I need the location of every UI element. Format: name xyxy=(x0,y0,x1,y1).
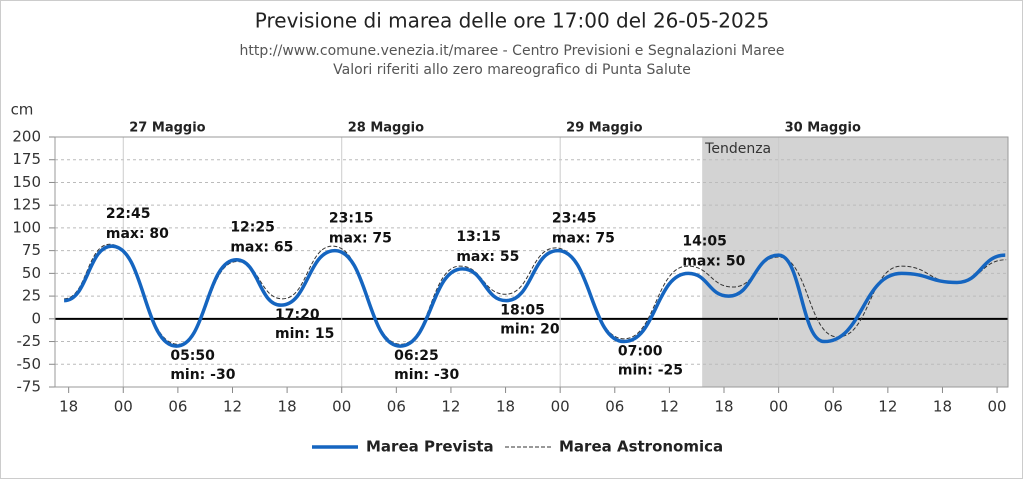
annotation-time: 22:45 xyxy=(106,206,151,222)
annotation-time: 07:00 xyxy=(618,344,663,360)
y-tick-label: -75 xyxy=(17,378,42,396)
forecast-line xyxy=(63,244,1006,348)
y-tick-label: 200 xyxy=(12,128,41,146)
x-tick-label: 06 xyxy=(168,398,187,416)
y-axis-label: cm xyxy=(11,101,34,119)
x-tick-label: 00 xyxy=(769,398,788,416)
x-tick-label: 00 xyxy=(988,398,1007,416)
x-tick-label: 12 xyxy=(441,398,460,416)
y-tick-label: -25 xyxy=(17,332,42,350)
annotation-time: 13:15 xyxy=(456,229,501,245)
date-label: 30 Maggio xyxy=(785,121,861,136)
annotation-time: 23:15 xyxy=(329,211,374,227)
x-tick-label: 00 xyxy=(551,398,570,416)
annotation-value: max: 55 xyxy=(456,249,519,265)
annotation-value: min: -25 xyxy=(618,363,683,379)
x-tick-label: 12 xyxy=(878,398,897,416)
y-tick-label: 25 xyxy=(22,287,41,305)
y-tick-label: 75 xyxy=(22,241,41,259)
plot-border xyxy=(54,136,1009,388)
annotation-time: 05:50 xyxy=(170,348,215,364)
annotation-time: 18:05 xyxy=(500,303,545,319)
x-tick-label: 06 xyxy=(824,398,843,416)
annotation-value: max: 75 xyxy=(329,231,392,247)
tendency-label: Tendenza xyxy=(704,141,771,157)
x-tick-label: 18 xyxy=(278,398,297,416)
y-tick-label: -50 xyxy=(17,355,42,373)
annotation-time: 17:20 xyxy=(275,307,320,323)
subtitle: http://www.comune.venezia.it/maree - Cen… xyxy=(239,43,784,59)
annotation-time: 06:25 xyxy=(394,348,439,364)
x-tick-label: 18 xyxy=(496,398,515,416)
annotation-value: min: -30 xyxy=(170,367,235,383)
date-label: 28 Maggio xyxy=(348,121,424,136)
date-label: 27 Maggio xyxy=(129,121,205,136)
annotation-value: max: 65 xyxy=(230,240,293,256)
annotation-time: 12:25 xyxy=(230,220,275,236)
x-tick-label: 18 xyxy=(933,398,952,416)
y-tick-label: 125 xyxy=(12,196,41,214)
chart-title: Previsione di marea delle ore 17:00 del … xyxy=(255,9,769,33)
y-tick-label: 50 xyxy=(22,264,41,282)
annotation-value: max: 80 xyxy=(106,226,169,242)
annotation-value: max: 50 xyxy=(682,253,745,269)
annotation-value: max: 75 xyxy=(552,231,615,247)
y-tick-label: 0 xyxy=(31,309,41,327)
date-label: 29 Maggio xyxy=(566,121,642,136)
y-tick-label: 150 xyxy=(12,173,41,191)
x-tick-label: 06 xyxy=(387,398,406,416)
x-tick-label: 12 xyxy=(660,398,679,416)
legend-label: Marea Astronomica xyxy=(559,438,723,456)
x-tick-label: 12 xyxy=(223,398,242,416)
x-tick-label: 00 xyxy=(332,398,351,416)
annotation-value: min: -30 xyxy=(394,367,459,383)
x-tick-label: 18 xyxy=(59,398,78,416)
x-tick-label: 00 xyxy=(114,398,133,416)
legend-label: Marea Prevista xyxy=(366,438,494,456)
tendency-region xyxy=(702,137,1008,387)
y-tick-label: 100 xyxy=(12,218,41,236)
annotation-time: 23:45 xyxy=(552,211,597,227)
x-tick-label: 18 xyxy=(714,398,733,416)
annotation-value: min: 20 xyxy=(500,322,560,338)
x-tick-label: 06 xyxy=(605,398,624,416)
annotation-value: min: 15 xyxy=(275,326,334,342)
y-tick-label: 175 xyxy=(12,150,41,168)
subtitle: Valori riferiti allo zero mareografico d… xyxy=(333,62,691,78)
annotation-time: 14:05 xyxy=(682,233,727,249)
